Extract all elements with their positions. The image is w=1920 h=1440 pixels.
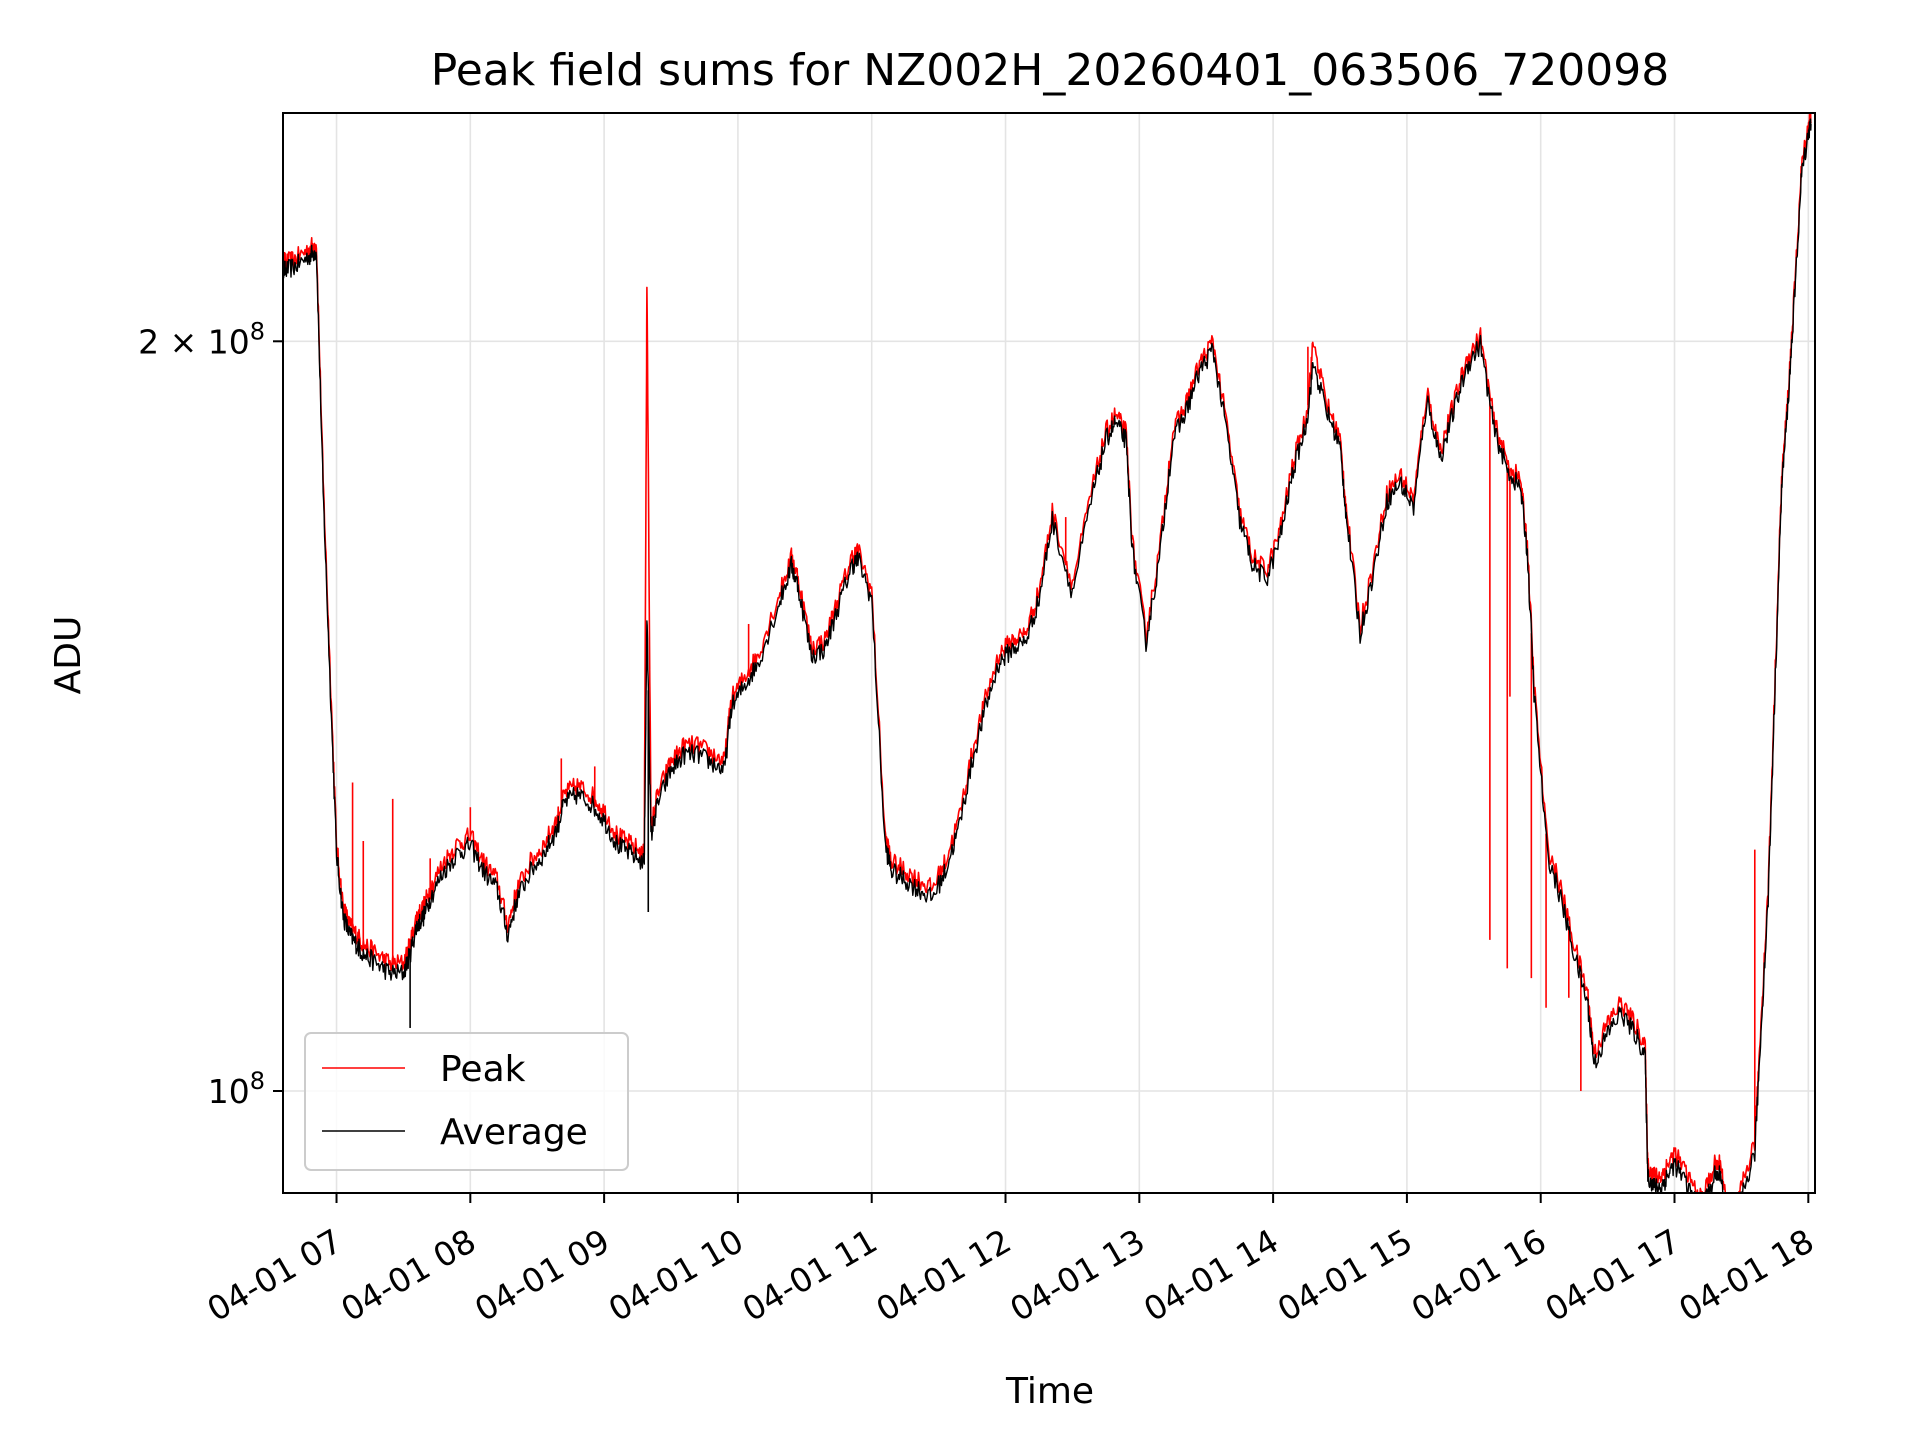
y-tick-label: 2 × 108 (138, 317, 265, 361)
plot-frame (282, 112, 1816, 1194)
y-axis: 108 2 × 108 (138, 317, 283, 1111)
series-line-average (283, 118, 1812, 1193)
y-tick-label: 108 (208, 1067, 265, 1111)
legend-peak-label: Peak (440, 1049, 526, 1090)
series-line-peak (283, 113, 1812, 1193)
series-layer (283, 113, 1812, 1193)
legend-average-label: Average (440, 1112, 588, 1153)
legend: Peak Average (304, 1032, 629, 1171)
y-axis-label: ADU (48, 616, 89, 695)
x-axis-label: Time (1005, 1371, 1094, 1412)
chart-title: Peak field sums for NZ002H_20260401_0635… (431, 45, 1669, 96)
